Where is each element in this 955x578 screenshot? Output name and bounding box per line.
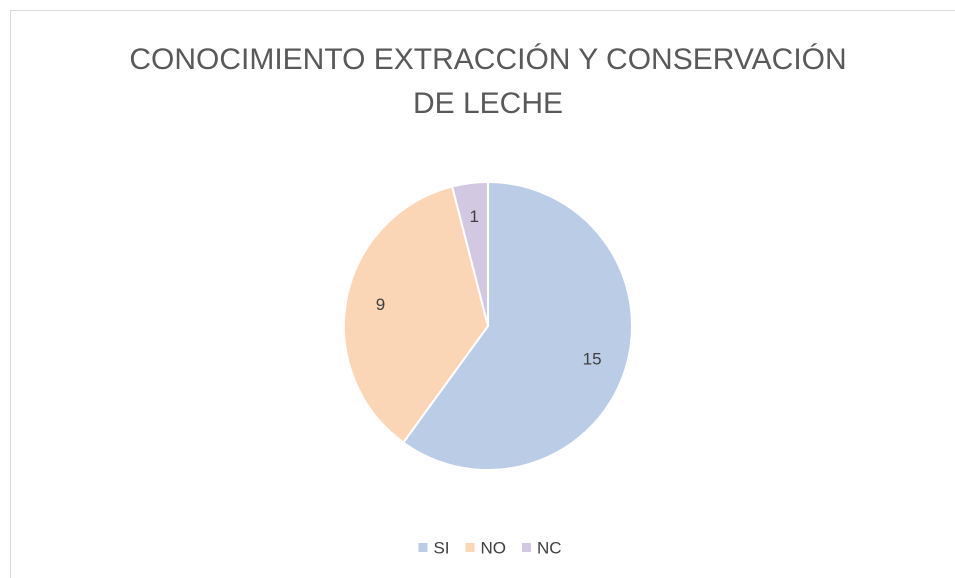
data-label: 9 bbox=[376, 295, 385, 314]
pie-slice bbox=[401, 180, 633, 471]
data-label: 15 bbox=[583, 349, 602, 368]
legend-label: SI bbox=[433, 538, 449, 557]
pie-slice bbox=[450, 180, 489, 327]
legend-swatch bbox=[465, 543, 475, 552]
legend-label: NC bbox=[537, 538, 562, 557]
legend-swatch bbox=[522, 543, 531, 552]
pie-slice bbox=[343, 185, 490, 444]
legend-swatch bbox=[418, 543, 428, 552]
data-label: 1 bbox=[470, 207, 479, 226]
legend-label: NO bbox=[481, 538, 507, 557]
chart-border bbox=[10, 10, 955, 578]
chart-title: CONOCIMIENTO EXTRACCIÓN Y CONSERVACIÓN D… bbox=[129, 43, 847, 120]
